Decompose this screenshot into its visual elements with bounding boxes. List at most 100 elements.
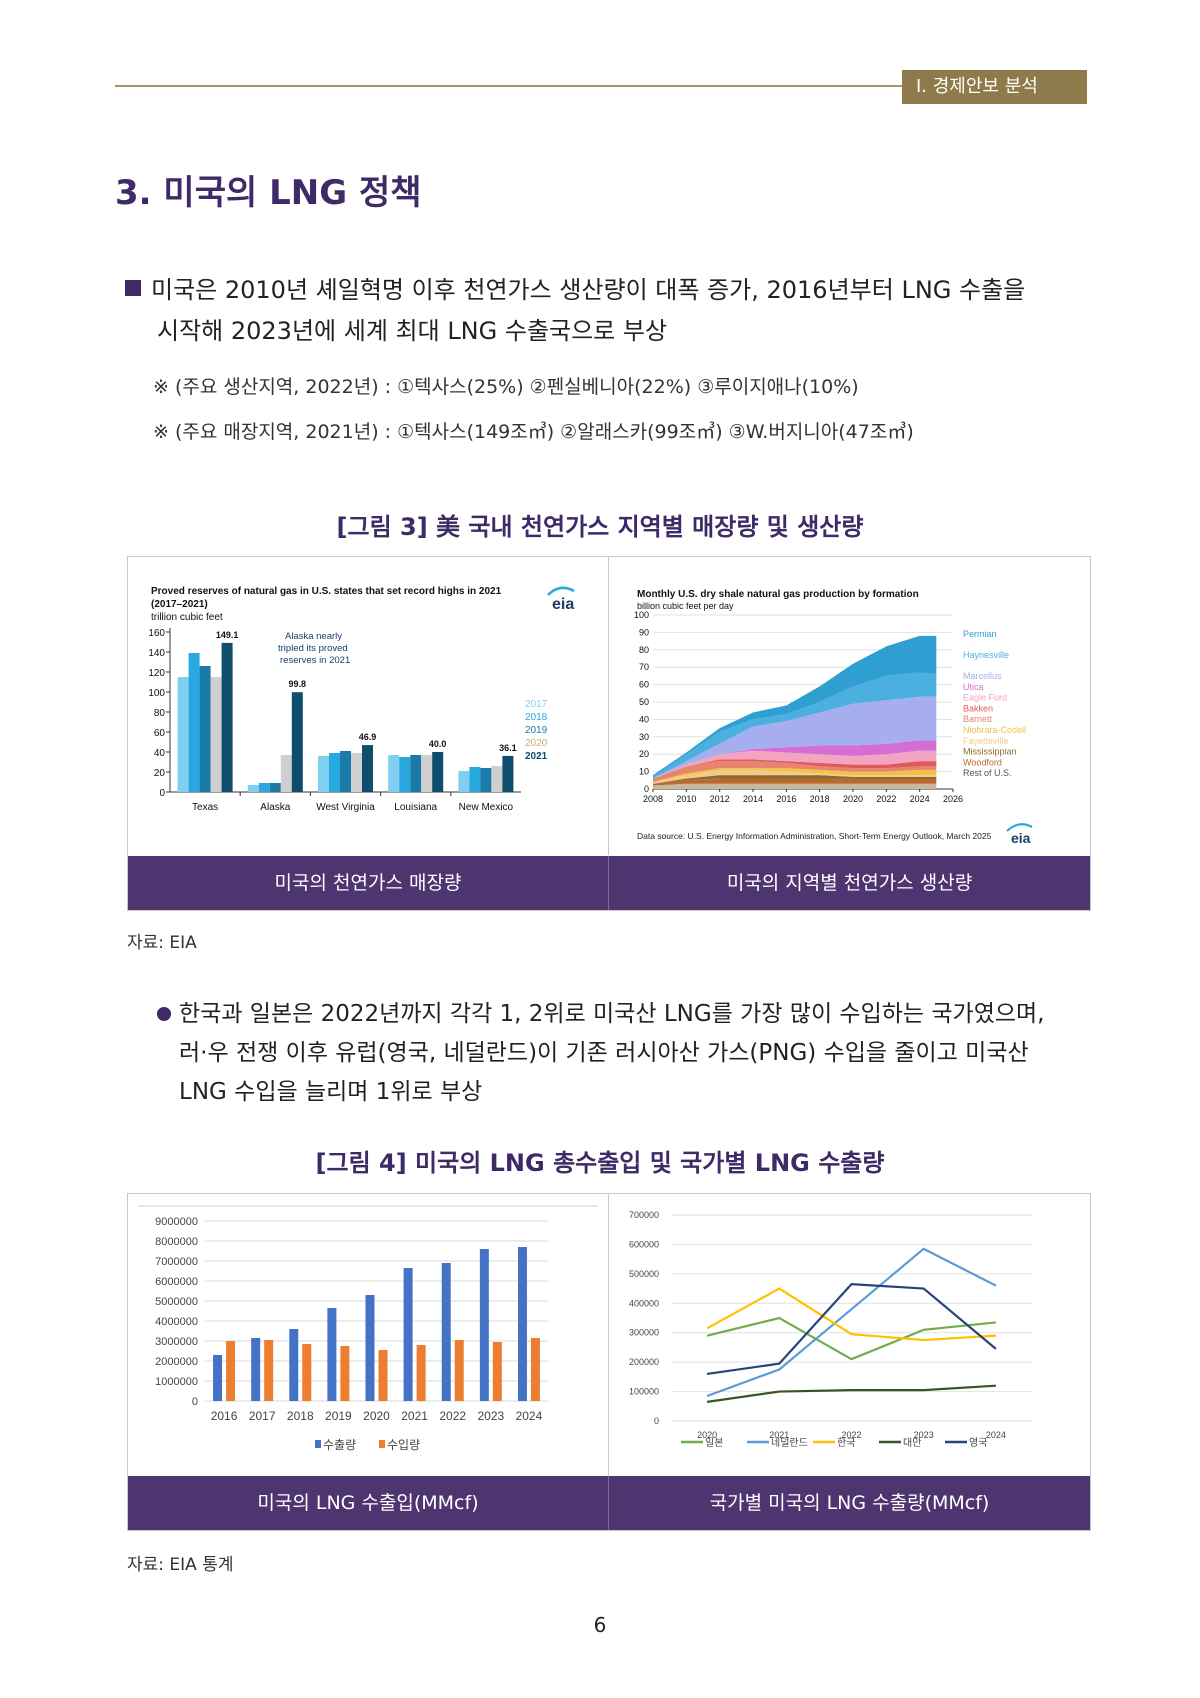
para2-line2: 러·우 전쟁 이후 유럽(영국, 네덜란드)이 기존 러시아산 가스(PNG) … <box>179 1040 1029 1066</box>
ei-bar <box>289 1329 299 1401</box>
ce-line-영국 <box>706 1283 997 1376</box>
ce-xtick: 2020 <box>697 1430 717 1440</box>
reserves-bar <box>329 753 340 792</box>
shale-xtick: 2022 <box>876 794 896 804</box>
shale-ytick: 60 <box>639 680 649 690</box>
fig4-title: [그림 4] 미국의 LNG 총수출입 및 국가별 LNG 수출량 <box>315 1149 885 1177</box>
shale-legend-item: Fayetteville <box>963 736 1009 746</box>
ce-legend-label: 한국 <box>837 1437 855 1449</box>
para2-line1: 한국과 일본은 2022년까지 각각 1, 2위로 미국산 LNG를 가장 많이… <box>179 1001 1045 1027</box>
shale-ytick: 100 <box>634 610 649 620</box>
shale-ytick: 50 <box>639 697 649 707</box>
reserves-legend-item: 2017 <box>525 699 548 710</box>
page-number: 6 <box>593 1613 607 1637</box>
reserves-bar <box>399 757 411 792</box>
ce-line-일본 <box>706 1316 997 1361</box>
shale-area-fayetteville <box>653 769 937 784</box>
ei-bar <box>530 1338 540 1401</box>
fig4-divider <box>608 1194 609 1476</box>
shale-xtick: 2012 <box>710 794 730 804</box>
reserves-bar <box>269 783 281 792</box>
shale-ytick: 80 <box>639 645 649 655</box>
reserves-bar <box>480 768 492 792</box>
ei-bar <box>403 1268 413 1401</box>
reserves-annotation-1: Alaska nearly <box>285 631 342 642</box>
eia-logo-2: eia <box>1006 823 1033 846</box>
fig3-caption-left: 미국의 천연가스 매장량 <box>274 872 462 894</box>
reserves-bar <box>210 677 222 792</box>
shale-legend-item: Rest of U.S. <box>963 768 1012 778</box>
ce-line-네덜란드 <box>706 1247 997 1398</box>
shale-xtick: 2020 <box>843 794 863 804</box>
reserves-bar <box>469 767 481 792</box>
reserves-category-label: Texas <box>192 802 218 813</box>
reserves-annotation-3: reserves in 2021 <box>280 655 350 666</box>
fig3-source: 자료: EIA <box>127 933 197 953</box>
reserves-bar <box>188 653 200 792</box>
note-production: ※ (주요 생산지역, 2022년) : ①텍사스(25%) ②펜실베니아(22… <box>153 376 859 398</box>
reserves-legend-item: 2018 <box>525 712 548 723</box>
ce-xtick: 2023 <box>914 1430 934 1440</box>
reserves-data-label: 99.8 <box>289 679 307 689</box>
fig3-caption-bar: 미국의 천연가스 매장량 미국의 지역별 천연가스 생산량 <box>128 856 1090 910</box>
shale-area-mississippian <box>653 775 937 784</box>
reserves-bar <box>340 751 351 792</box>
reserves-bar <box>247 785 259 792</box>
ei-ytick: 4000000 <box>155 1316 198 1328</box>
circle-bullet-icon <box>157 1007 171 1021</box>
ei-bar <box>492 1342 502 1401</box>
ce-line-한국 <box>706 1287 996 1342</box>
fig3-divider <box>608 557 609 855</box>
reserves-ytick: 80 <box>154 708 166 719</box>
shale-area-niobrara-codell <box>653 768 937 783</box>
ei-bar <box>264 1340 274 1401</box>
shale-ytick: 10 <box>639 767 649 777</box>
ce-xtick: 2021 <box>769 1430 789 1440</box>
shale-area-utica <box>653 740 937 779</box>
main-bullet: 미국은 2010년 셰일혁명 이후 천연가스 생산량이 대폭 증가, 2016년… <box>125 270 1095 352</box>
ei-ytick: 7000000 <box>155 1256 198 1268</box>
reserves-bar <box>199 666 211 792</box>
section-label: Ⅰ. 경제안보 분석 <box>902 70 1087 104</box>
reserves-ylabel: trillion cubic feet <box>151 612 223 623</box>
reserves-category-label: New Mexico <box>459 802 514 813</box>
shale-xtick: 2016 <box>776 794 796 804</box>
ce-ytick: 600000 <box>629 1239 659 1249</box>
shale-area-woodford <box>653 778 937 786</box>
para2-line3: LNG 수입을 늘리며 1위로 부상 <box>179 1079 483 1105</box>
shale-area-marcellus <box>653 696 937 779</box>
section-title: 3. 미국의 LNG 정책 <box>115 173 422 213</box>
ce-line-대만 <box>706 1384 996 1403</box>
reserves-data-label: 40.0 <box>429 739 447 749</box>
ei-ytick: 6000000 <box>155 1276 198 1288</box>
ce-legend-label: 네덜란드 <box>771 1437 808 1449</box>
ei-bar <box>479 1249 489 1401</box>
ei-category-label: 2024 <box>516 1409 543 1423</box>
ei-ytick: 1000000 <box>155 1376 198 1388</box>
ce-ytick: 100000 <box>629 1387 659 1397</box>
ei-ytick: 8000000 <box>155 1236 198 1248</box>
shale-ytick: 70 <box>639 662 649 672</box>
ei-ytick: 9000000 <box>155 1216 198 1228</box>
reserves-bar <box>410 755 422 792</box>
ei-bar <box>517 1247 527 1401</box>
ce-ytick: 0 <box>654 1416 659 1426</box>
reserves-bar <box>291 692 303 792</box>
shale-xtick: 2026 <box>943 794 963 804</box>
reserves-ytick: 60 <box>154 728 166 739</box>
main-bullet-line1: 미국은 2010년 셰일혁명 이후 천연가스 생산량이 대폭 증가, 2016년… <box>151 276 1026 304</box>
shale-xtick: 2008 <box>643 794 663 804</box>
country-export-chart: 0 100000 200000 300000 400000 500000 600000 700… <box>629 1210 1032 1449</box>
reserves-ytick: 120 <box>148 668 165 679</box>
fig4-caption-right: 국가별 미국의 LNG 수출량(MMcf) <box>709 1492 990 1514</box>
shale-legend-item: Permian <box>963 629 997 639</box>
reserves-ytick: 100 <box>148 688 165 699</box>
ei-ytick: 2000000 <box>155 1356 198 1368</box>
ei-category-label: 2021 <box>401 1409 428 1423</box>
note-reserves: ※ (주요 매장지역, 2021년) : ①텍사스(149조㎥) ②알래스카(9… <box>153 421 914 443</box>
ei-bar <box>327 1308 337 1401</box>
ei-category-label: 2017 <box>249 1409 276 1423</box>
ei-legend-label: 수출량 <box>323 1438 356 1452</box>
reserves-bar <box>351 753 362 792</box>
ei-category-label: 2023 <box>477 1409 504 1423</box>
